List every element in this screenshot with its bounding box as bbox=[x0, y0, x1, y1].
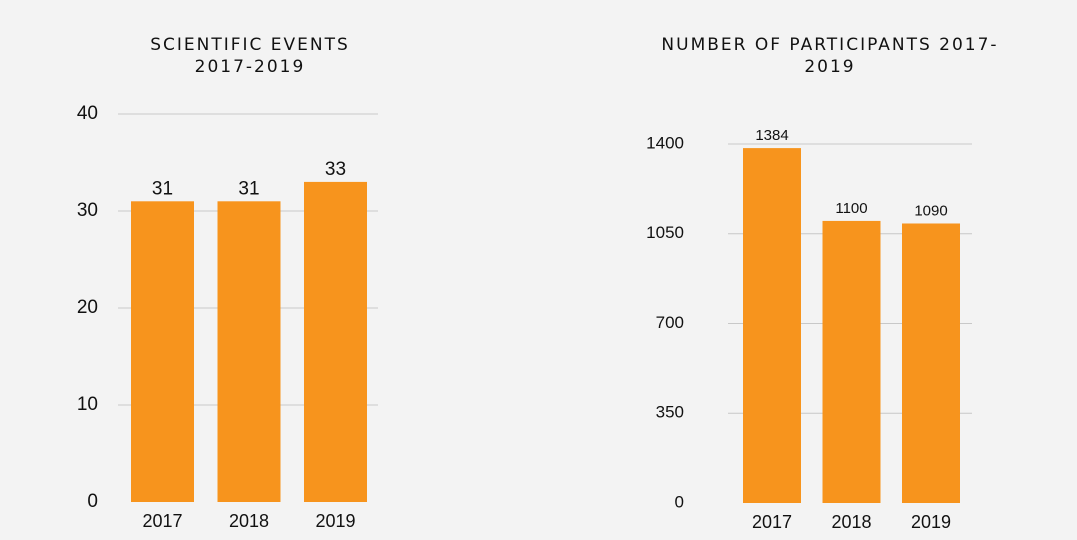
y-tick-label: 10 bbox=[77, 394, 98, 415]
value-label: 31 bbox=[152, 178, 173, 199]
value-label: 1384 bbox=[755, 127, 788, 144]
value-label: 31 bbox=[238, 178, 259, 199]
y-tick-label: 1050 bbox=[646, 223, 684, 242]
x-tick-label: 2019 bbox=[315, 511, 355, 531]
value-label: 33 bbox=[325, 159, 346, 180]
y-tick-label: 0 bbox=[87, 491, 98, 512]
chart-title: NUMBER OF PARTICIPANTS 2017-2019 bbox=[661, 35, 999, 77]
bar bbox=[304, 181, 367, 502]
value-label: 1090 bbox=[914, 202, 947, 219]
bar bbox=[902, 223, 960, 503]
y-tick-label: 40 bbox=[77, 103, 98, 124]
value-label: 1100 bbox=[835, 200, 867, 217]
x-tick-label: 2017 bbox=[142, 511, 182, 531]
x-tick-label: 2017 bbox=[752, 512, 792, 532]
x-tick-label: 2019 bbox=[911, 512, 951, 532]
chart-title: SCIENTIFIC EVENTS 2017-2019 bbox=[150, 35, 350, 77]
y-tick-label: 0 bbox=[675, 492, 684, 511]
y-tick-label: 30 bbox=[77, 200, 98, 221]
y-tick-label: 1400 bbox=[646, 133, 684, 152]
y-tick-label: 350 bbox=[656, 403, 684, 422]
y-tick-label: 700 bbox=[656, 313, 684, 332]
bar bbox=[822, 220, 881, 503]
x-tick-label: 2018 bbox=[229, 511, 269, 531]
x-tick-label: 2018 bbox=[831, 512, 871, 532]
bar bbox=[131, 201, 194, 503]
bar bbox=[217, 201, 281, 503]
y-tick-label: 20 bbox=[77, 297, 98, 318]
bar bbox=[743, 148, 801, 504]
